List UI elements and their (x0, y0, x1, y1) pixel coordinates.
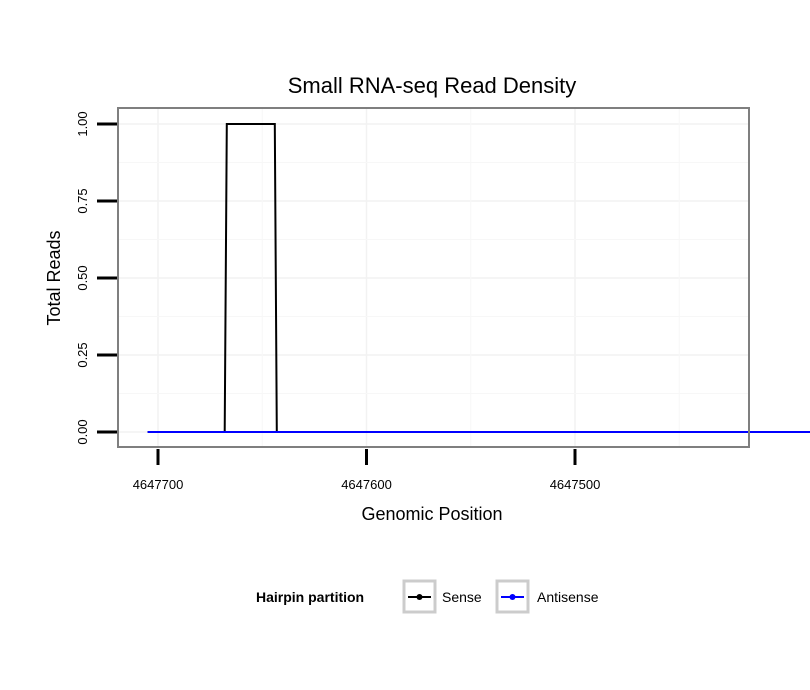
x-tick-label-0: 4647700 (133, 477, 184, 492)
legend-point-antisense (509, 594, 516, 600)
grid-minor (118, 108, 749, 447)
plot-panel (117, 107, 810, 448)
legend-item-sense: Sense (402, 579, 482, 614)
legend-label-sense: Sense (442, 589, 482, 605)
y-tick-label-3: 0.75 (75, 188, 90, 213)
y-tick-label-4: 1.00 (75, 111, 90, 136)
legend-item-antisense: Antisense (495, 579, 599, 614)
legend-point-sense (416, 594, 423, 600)
x-axis: 4647700 4647600 4647500 (133, 449, 601, 492)
plot-border (117, 107, 750, 448)
x-axis-title: Genomic Position (361, 504, 502, 524)
series-layer (147, 123, 810, 433)
x-tick-label-1: 4647600 (341, 477, 392, 492)
legend-title: Hairpin partition (256, 589, 364, 605)
y-tick-label-2: 0.50 (75, 265, 90, 290)
legend-label-antisense: Antisense (537, 589, 599, 605)
x-tick-label-2: 4647500 (550, 477, 601, 492)
y-tick-label-0: 0.00 (75, 419, 90, 444)
chart-title: Small RNA-seq Read Density (288, 73, 577, 98)
legend: Hairpin partition Sense Antisense (256, 579, 599, 614)
y-axis: 0.00 0.25 0.50 0.75 1.00 (75, 111, 117, 445)
y-axis-title: Total Reads (44, 230, 64, 325)
y-tick-label-1: 0.25 (75, 342, 90, 367)
